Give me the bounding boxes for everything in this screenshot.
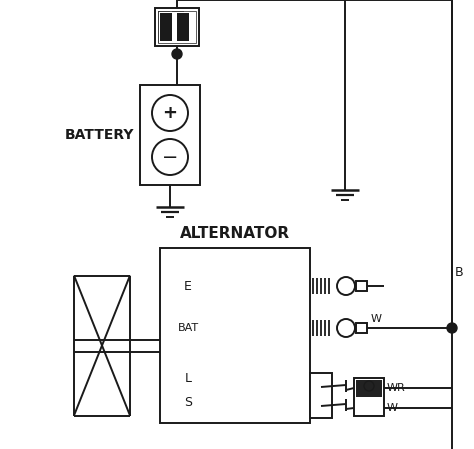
Bar: [354, 378, 384, 416]
Text: BATTERY: BATTERY: [64, 128, 134, 142]
Bar: [310, 373, 332, 418]
Bar: [173, 12, 183, 42]
Circle shape: [337, 277, 355, 295]
Text: E: E: [184, 279, 192, 292]
Circle shape: [172, 49, 182, 59]
Text: ALTERNATOR: ALTERNATOR: [180, 226, 290, 242]
Text: W: W: [371, 314, 382, 324]
Bar: [356, 281, 367, 291]
Circle shape: [447, 323, 457, 333]
Text: L: L: [184, 371, 191, 384]
Text: WR: WR: [387, 383, 406, 393]
Circle shape: [364, 381, 374, 391]
Bar: [356, 323, 367, 333]
Text: BAT: BAT: [177, 323, 199, 333]
Circle shape: [337, 319, 355, 337]
Text: S: S: [184, 396, 192, 409]
Bar: [155, 8, 199, 46]
Bar: [140, 85, 200, 185]
Circle shape: [152, 139, 188, 175]
Text: B: B: [455, 265, 464, 278]
Bar: [158, 11, 196, 43]
Text: −: −: [162, 148, 178, 167]
Bar: [160, 248, 310, 423]
Text: +: +: [163, 104, 177, 122]
Bar: [356, 380, 382, 397]
Bar: [160, 13, 172, 41]
Bar: [177, 13, 189, 41]
Text: W: W: [387, 403, 398, 413]
Bar: [159, 12, 169, 42]
Circle shape: [152, 95, 188, 131]
